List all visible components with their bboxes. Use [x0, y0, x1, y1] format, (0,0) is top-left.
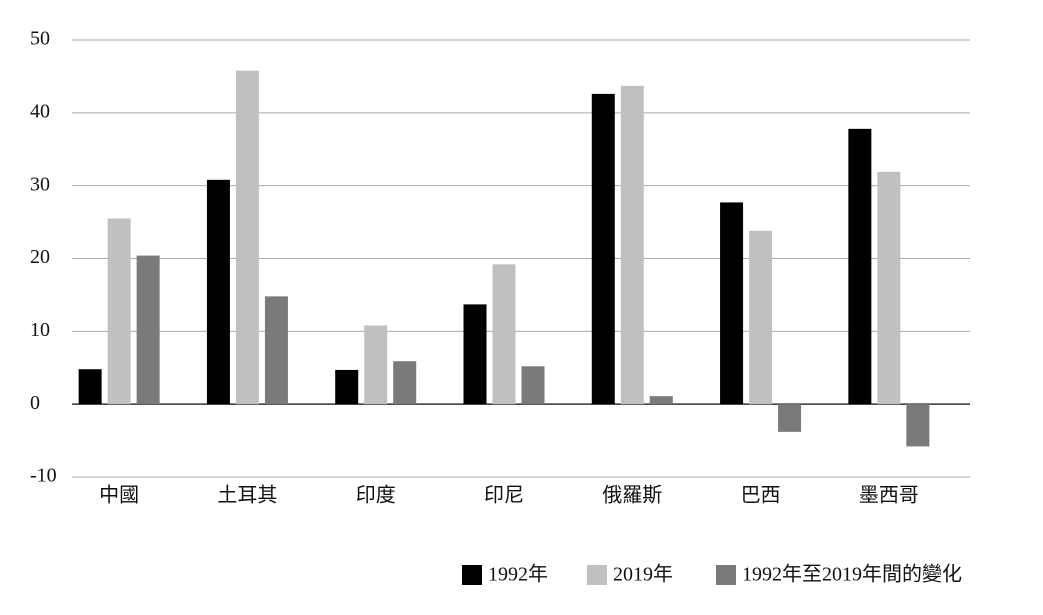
legend-swatch	[587, 565, 607, 585]
legend-label: 2019年	[613, 563, 673, 586]
x-tick-label: 墨西哥	[859, 485, 919, 507]
bar	[335, 369, 359, 405]
x-tick-label: 土耳其	[217, 484, 277, 507]
bar	[393, 361, 417, 405]
bar	[877, 171, 901, 405]
bar	[492, 264, 516, 405]
bar	[206, 179, 230, 405]
bar	[235, 70, 259, 405]
bar	[136, 255, 160, 405]
x-tick-label: 印度	[356, 484, 396, 507]
bar	[521, 366, 545, 405]
bar	[649, 396, 673, 405]
x-tick-label: 印尼	[484, 484, 524, 507]
bar	[906, 404, 930, 447]
bar	[264, 296, 288, 405]
y-tick-label: 0	[30, 392, 40, 414]
y-tick-label: -10	[30, 465, 57, 487]
bar	[463, 304, 487, 405]
y-tick-label: 20	[30, 246, 50, 268]
bar	[107, 218, 131, 405]
bar	[591, 93, 615, 405]
bar	[720, 202, 744, 405]
bar	[620, 85, 644, 405]
legend-label: 1992年	[488, 563, 548, 586]
bar	[364, 325, 388, 405]
bar	[749, 230, 773, 405]
bar	[848, 128, 872, 405]
bar	[78, 369, 102, 405]
bar	[778, 404, 802, 432]
x-tick-label: 巴西	[741, 485, 781, 507]
legend-label: 1992年至2019年間的變化	[742, 563, 962, 586]
legend-swatch	[462, 565, 482, 585]
y-tick-label: 30	[30, 173, 50, 195]
y-tick-label: 50	[30, 28, 50, 50]
x-tick-label: 俄羅斯	[602, 484, 662, 507]
y-tick-label: 40	[30, 100, 50, 122]
x-tick-label: 中國	[99, 484, 139, 507]
y-tick-label: 10	[30, 319, 50, 341]
legend-swatch	[716, 565, 736, 585]
